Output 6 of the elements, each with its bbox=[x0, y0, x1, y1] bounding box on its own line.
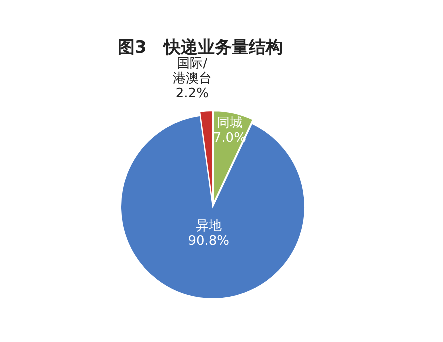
data-label: 2.2% bbox=[174, 86, 210, 102]
slice-label: 异地 bbox=[194, 219, 223, 234]
slice-label: 同城 bbox=[216, 116, 244, 132]
data-label: 90.8% bbox=[188, 234, 230, 250]
slice-label: 国际/港澳台 bbox=[172, 56, 213, 87]
chart-title: 图3 快递业务量结构 bbox=[118, 37, 283, 58]
